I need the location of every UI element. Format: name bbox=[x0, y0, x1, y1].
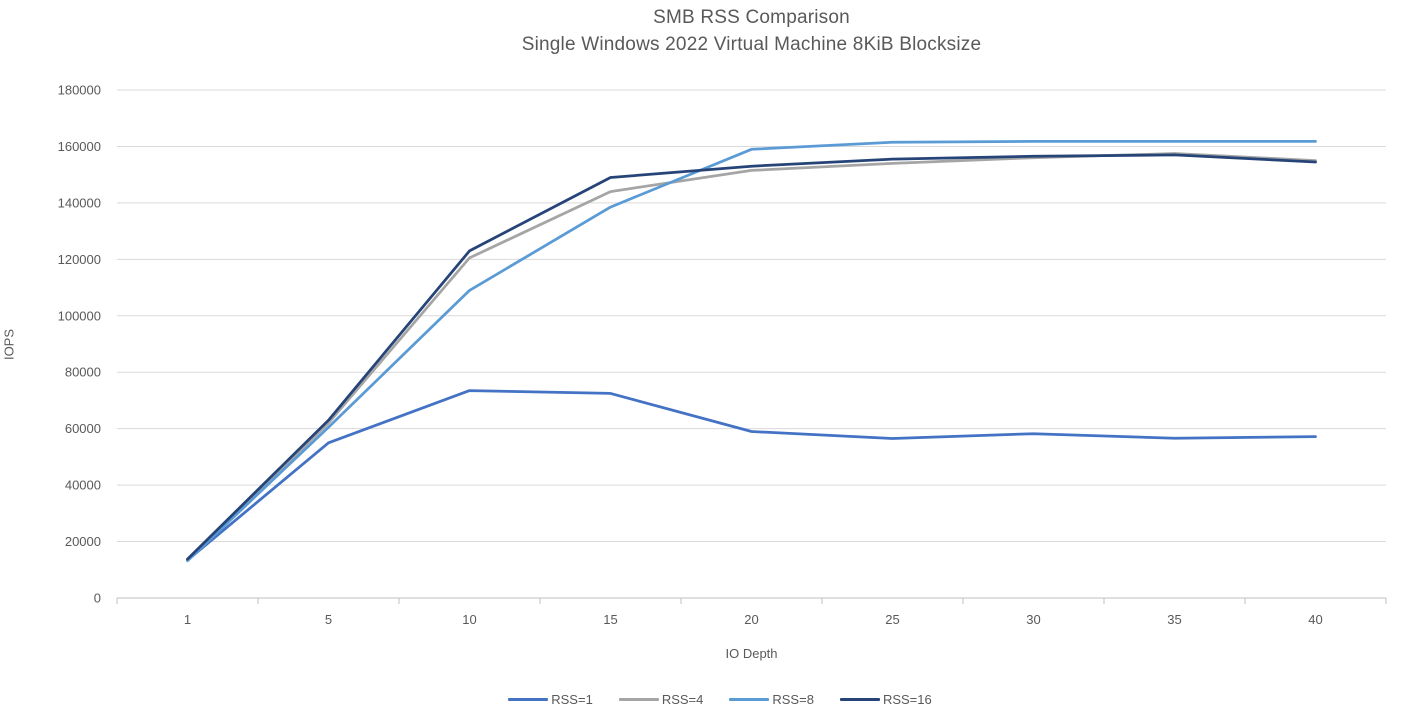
legend-label: RSS=1 bbox=[551, 692, 593, 707]
legend-item-rss-16: RSS=16 bbox=[839, 692, 932, 707]
x-tick-label: 15 bbox=[603, 612, 617, 627]
chart-legend: RSS=1 RSS=4 RSS=8 RSS=16 bbox=[0, 692, 1409, 707]
y-tick-label: 180000 bbox=[58, 83, 101, 98]
legend-line-swatch bbox=[618, 698, 659, 701]
y-tick-label: 140000 bbox=[58, 195, 101, 210]
legend-label: RSS=8 bbox=[772, 692, 814, 707]
x-tick-label: 40 bbox=[1308, 612, 1322, 627]
series-line-rss-4 bbox=[186, 152, 1317, 561]
legend-line-swatch bbox=[508, 698, 549, 701]
x-tick-label: 30 bbox=[1026, 612, 1040, 627]
legend-item-rss-8: RSS=8 bbox=[729, 692, 814, 707]
legend-item-rss-4: RSS=4 bbox=[618, 692, 704, 707]
y-tick-label: 40000 bbox=[65, 478, 101, 493]
x-tick-label: 1 bbox=[184, 612, 191, 627]
y-tick-label: 160000 bbox=[58, 139, 101, 154]
x-tick-label: 10 bbox=[462, 612, 476, 627]
chart-title: SMB RSS Comparison bbox=[653, 7, 850, 28]
y-tick-label: 100000 bbox=[58, 308, 101, 323]
legend-label: RSS=4 bbox=[661, 692, 704, 707]
y-tick-label: 120000 bbox=[58, 252, 101, 267]
x-tick-label: 35 bbox=[1167, 612, 1181, 627]
x-tick-label: 25 bbox=[885, 612, 899, 627]
x-axis-title: IO Depth bbox=[725, 646, 778, 661]
series-line-rss-16 bbox=[186, 153, 1317, 561]
y-tick-label: 60000 bbox=[65, 421, 101, 436]
chart-subtitle: Single Windows 2022 Virtual Machine 8KiB… bbox=[521, 34, 982, 55]
legend-line-swatch bbox=[839, 698, 880, 701]
x-tick-label: 20 bbox=[744, 612, 758, 627]
chart-title-block: SMB RSS Comparison Single Windows 2022 V… bbox=[117, 4, 1386, 58]
legend-item-rss-1: RSS=1 bbox=[508, 692, 593, 707]
series-line-rss-8 bbox=[186, 140, 1317, 563]
series-line-rss-1 bbox=[186, 389, 1317, 562]
y-tick-label: 0 bbox=[94, 591, 101, 606]
y-tick-label: 80000 bbox=[65, 365, 101, 380]
x-tick-label: 5 bbox=[325, 612, 332, 627]
y-tick-label: 20000 bbox=[65, 534, 101, 549]
legend-label: RSS=16 bbox=[882, 692, 932, 707]
legend-line-swatch bbox=[729, 698, 770, 701]
y-axis-title: IOPS bbox=[1, 328, 17, 361]
